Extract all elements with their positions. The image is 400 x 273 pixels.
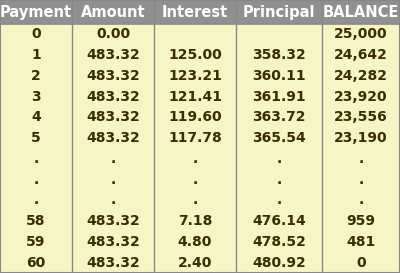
Text: .: .: [110, 193, 116, 207]
Text: 483.32: 483.32: [86, 131, 140, 145]
Text: 481: 481: [346, 235, 376, 249]
Text: .: .: [33, 173, 39, 187]
Text: 59: 59: [26, 235, 46, 249]
Text: 360.11: 360.11: [252, 69, 306, 83]
Text: 483.32: 483.32: [86, 214, 140, 228]
Text: 123.21: 123.21: [168, 69, 222, 83]
Text: 365.54: 365.54: [252, 131, 306, 145]
Text: .: .: [358, 152, 364, 166]
Text: 3: 3: [31, 90, 41, 104]
Text: 2.40: 2.40: [178, 256, 212, 270]
Text: 60: 60: [26, 256, 46, 270]
Text: .: .: [276, 173, 282, 187]
Text: .: .: [33, 152, 39, 166]
Text: .: .: [110, 152, 116, 166]
Text: 4.80: 4.80: [178, 235, 212, 249]
Text: 483.32: 483.32: [86, 48, 140, 62]
Text: Amount: Amount: [81, 5, 145, 19]
Text: 7.18: 7.18: [178, 214, 212, 228]
Text: 358.32: 358.32: [252, 48, 306, 62]
Text: .: .: [358, 193, 364, 207]
Text: 23,556: 23,556: [334, 110, 388, 124]
Text: 361.91: 361.91: [252, 90, 306, 104]
Text: 58: 58: [26, 214, 46, 228]
Bar: [0, 0, 400, 24]
Text: 480.92: 480.92: [252, 256, 306, 270]
Text: 121.41: 121.41: [168, 90, 222, 104]
Text: Payment: Payment: [0, 5, 72, 19]
Text: 4: 4: [31, 110, 41, 124]
Text: 1: 1: [31, 48, 41, 62]
Text: 476.14: 476.14: [252, 214, 306, 228]
Text: 0: 0: [356, 256, 366, 270]
Text: 363.72: 363.72: [252, 110, 306, 124]
Text: .: .: [110, 173, 116, 187]
Text: 5: 5: [31, 131, 41, 145]
Text: 483.32: 483.32: [86, 69, 140, 83]
Text: .: .: [192, 152, 198, 166]
Text: 25,000: 25,000: [334, 27, 388, 41]
Text: 24,282: 24,282: [334, 69, 388, 83]
Text: 0.00: 0.00: [96, 27, 130, 41]
Text: 125.00: 125.00: [168, 48, 222, 62]
Text: BALANCE: BALANCE: [323, 5, 399, 19]
Text: 483.32: 483.32: [86, 90, 140, 104]
Text: 2: 2: [31, 69, 41, 83]
Text: .: .: [192, 173, 198, 187]
Text: .: .: [276, 193, 282, 207]
Text: 119.60: 119.60: [168, 110, 222, 124]
Text: .: .: [33, 193, 39, 207]
Text: 0: 0: [31, 27, 41, 41]
Text: .: .: [192, 193, 198, 207]
Text: Principal: Principal: [243, 5, 315, 19]
Text: 483.32: 483.32: [86, 256, 140, 270]
Text: .: .: [276, 152, 282, 166]
Text: 24,642: 24,642: [334, 48, 388, 62]
Text: 117.78: 117.78: [168, 131, 222, 145]
Text: 483.32: 483.32: [86, 235, 140, 249]
Text: 23,190: 23,190: [334, 131, 388, 145]
Text: Interest: Interest: [162, 5, 228, 19]
Text: 23,920: 23,920: [334, 90, 388, 104]
Text: 478.52: 478.52: [252, 235, 306, 249]
Text: 959: 959: [346, 214, 376, 228]
Text: 483.32: 483.32: [86, 110, 140, 124]
Text: .: .: [358, 173, 364, 187]
